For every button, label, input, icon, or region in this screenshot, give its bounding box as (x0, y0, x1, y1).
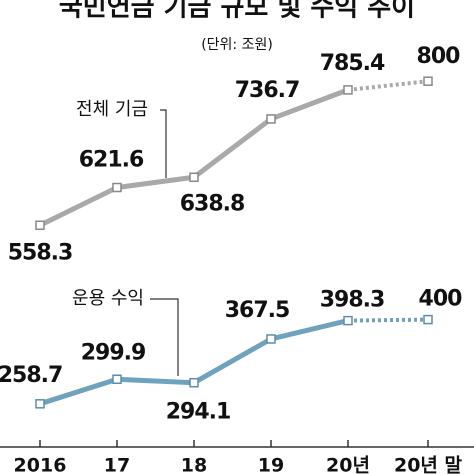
chart-subtitle: (단위: 조원) (201, 37, 273, 53)
point-marker (35, 220, 45, 231)
data-label: 258.7 (0, 363, 62, 388)
data-label: 558.3 (8, 240, 73, 265)
x-tick-label: 19 (258, 455, 284, 474)
chart-title: 국민연금 기금 규모 및 수익 추이 (59, 0, 415, 23)
point-marker (112, 374, 122, 385)
point-marker (423, 314, 433, 325)
data-label: 638.8 (180, 191, 245, 216)
point-marker (343, 315, 353, 326)
x-tick-label: 20년 말 (394, 455, 463, 474)
callout-line (150, 298, 179, 376)
point-marker (266, 114, 276, 124)
data-label: 398.3 (320, 288, 385, 313)
data-label: 621.6 (79, 148, 144, 173)
x-tick-label: 17 (104, 455, 130, 474)
series-line-projected (347, 79, 429, 92)
point-marker (189, 377, 199, 388)
point-marker (266, 334, 276, 344)
point-marker (35, 399, 45, 409)
series-label: 전체 기금 (76, 99, 148, 120)
point-marker (343, 85, 353, 95)
point-marker (112, 182, 122, 193)
data-label: 367.5 (225, 298, 290, 323)
data-label: 785.4 (320, 51, 385, 76)
x-tick-label: 18 (181, 455, 207, 474)
data-label: 736.7 (235, 78, 300, 103)
series-label: 운용 수익 (72, 288, 144, 309)
x-tick-label: 2016 (14, 455, 67, 474)
data-label: 400 (419, 287, 463, 312)
x-tick-label: 20년 (326, 455, 370, 474)
data-label: 294.1 (166, 400, 231, 425)
series-line-projected (347, 317, 429, 323)
callout-line (160, 109, 167, 178)
data-label: 800 (417, 44, 461, 69)
data-label: 299.9 (81, 340, 146, 365)
point-marker (189, 172, 199, 183)
point-marker (423, 76, 433, 86)
